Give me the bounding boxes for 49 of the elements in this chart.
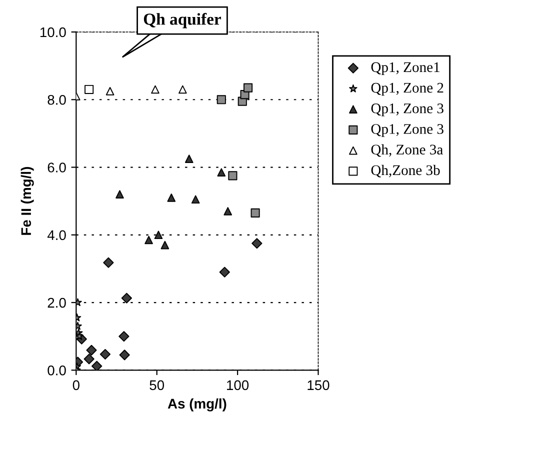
x-tick-label: 0 <box>72 380 80 390</box>
point <box>216 95 226 104</box>
x-tick-label: 50 <box>150 380 164 390</box>
point <box>100 348 111 360</box>
point <box>244 83 253 92</box>
point <box>76 332 84 340</box>
point <box>121 292 132 304</box>
point <box>160 240 170 250</box>
point <box>106 87 114 96</box>
y-tick-label: 4.0 <box>47 230 66 240</box>
point <box>92 360 102 370</box>
point <box>76 322 82 330</box>
point <box>224 207 232 216</box>
point <box>144 236 153 244</box>
y-axis-title: Fe II (mg/l) <box>20 167 34 235</box>
x-tick-label: 100 <box>227 380 249 390</box>
legend-label: Qp1, Zone1 <box>371 62 440 76</box>
y-tick-label: 0.0 <box>48 366 66 376</box>
legend-label: Qp1, Zone 3 <box>371 104 444 116</box>
point <box>118 331 130 342</box>
x-axis-title: As (mg/l) <box>168 398 226 412</box>
point <box>184 154 194 163</box>
point <box>76 298 82 306</box>
point <box>84 354 94 364</box>
point <box>86 344 97 356</box>
x-tick-label: 150 <box>308 380 330 390</box>
point <box>151 85 160 94</box>
point <box>119 350 130 360</box>
point <box>250 208 260 218</box>
point <box>154 230 163 240</box>
point <box>217 168 226 176</box>
y-tick-label: 2.0 <box>48 298 66 308</box>
point <box>103 257 114 268</box>
y-tick-label: 10.0 <box>40 27 66 38</box>
legend-label: Qh, Zone 3a <box>371 144 443 157</box>
text: Qh aquifer <box>144 12 222 28</box>
y-tick-label: 8.0 <box>48 94 66 105</box>
y-tick-label: 6.0 <box>48 162 66 172</box>
point <box>84 84 94 94</box>
point <box>191 195 200 204</box>
point <box>167 194 176 202</box>
legend-label: Qh,Zone 3b <box>371 164 440 178</box>
point <box>219 266 230 278</box>
legend-label: Qp1, Zone 3 <box>371 124 444 137</box>
point <box>252 238 262 249</box>
point <box>228 171 238 180</box>
legend-label: Qp1, Zone 2 <box>371 82 444 96</box>
point <box>116 190 124 198</box>
point <box>178 85 187 94</box>
